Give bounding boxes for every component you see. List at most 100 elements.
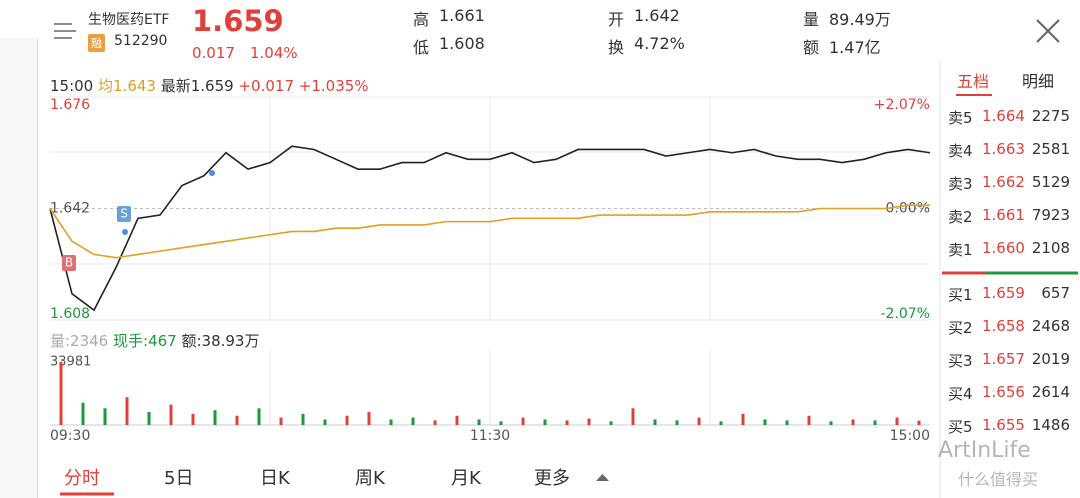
more-arrow: [596, 474, 609, 481]
stat-label: 低: [413, 38, 430, 57]
info-bar: 15:00 均1.643 最新1.659 +0.017 +1.035%: [50, 75, 369, 96]
volume-bar: [829, 421, 833, 425]
book-volume: 2581: [1031, 140, 1070, 158]
watermark: 什么值得买: [958, 470, 1039, 489]
tab[interactable]: 五档: [957, 72, 990, 91]
book-volume: 5129: [1031, 173, 1070, 191]
marker-label: S: [120, 207, 128, 221]
trade-dot: [122, 229, 128, 235]
y-tick-label: 1.608: [50, 306, 90, 322]
x-tick-label: 15:00: [890, 428, 930, 444]
volume-bar: [521, 417, 525, 425]
pct-tick-label: 0.00%: [886, 201, 930, 217]
volume-bar: 量:2346 现手:467 额:38.93万: [50, 330, 259, 351]
book-volume: 2275: [1031, 107, 1070, 125]
stat-value: 4.72%: [634, 34, 685, 53]
stock-name: 生物医药ETF: [88, 12, 170, 28]
stat-value: 1.608: [439, 34, 485, 53]
book-price: 1.658: [982, 317, 1025, 335]
stat-label: 换: [608, 38, 625, 57]
marker-badge: [62, 255, 76, 271]
volume-bar: [147, 412, 151, 425]
tab[interactable]: 周K: [355, 468, 385, 489]
volume-bar: [763, 419, 767, 425]
book-volume: 7923: [1031, 206, 1070, 224]
book-price: 1.656: [982, 383, 1025, 401]
book-label: 卖3: [948, 175, 973, 193]
tab[interactable]: 5日: [164, 468, 194, 489]
book-volume: 2108: [1031, 239, 1070, 257]
volume-bar: [895, 417, 899, 425]
volume-bar: [455, 415, 459, 425]
margin-badge: 融: [88, 34, 105, 52]
tab[interactable]: 更多: [534, 468, 570, 489]
price: 1.659: [192, 4, 284, 38]
change: 0.017: [192, 44, 235, 62]
book-label: 买3: [948, 352, 973, 370]
volume-bar: [851, 419, 855, 425]
volume-bar: [873, 420, 877, 425]
volume-bar: [213, 410, 217, 425]
volume-bar: [543, 419, 547, 425]
volume-bar: [323, 419, 327, 425]
volume-bar: [389, 419, 393, 425]
volume-bar: [609, 421, 613, 425]
stat-label: 额: [803, 38, 820, 57]
book-volume: 1486: [1031, 416, 1070, 434]
volume-bar: [917, 420, 921, 425]
marker-badge: [117, 206, 131, 222]
stat-value: 1.642: [634, 6, 680, 25]
volume-bar: [675, 420, 679, 425]
y-tick-label: 33981: [50, 355, 91, 370]
volume-bar: [785, 420, 789, 425]
book-label: 买1: [948, 286, 973, 304]
latest: 最新1.659: [160, 77, 234, 95]
tab[interactable]: 日K: [260, 468, 290, 489]
tab[interactable]: 分时: [64, 468, 100, 489]
volume-bar: [477, 419, 481, 425]
volume-bar: [81, 402, 85, 425]
stat-value: 1.661: [439, 6, 485, 25]
change: +0.017: [238, 77, 294, 95]
change-pct: 1.04%: [250, 44, 298, 62]
book-price: 1.659: [982, 284, 1025, 302]
volume-bar: [191, 413, 195, 425]
book-volume: 2468: [1031, 317, 1070, 335]
volume-bar: [279, 417, 283, 425]
volume-bar: [631, 408, 635, 425]
tab[interactable]: 月K: [451, 468, 481, 489]
volume-bar: [741, 413, 745, 425]
close-button[interactable]: [1036, 19, 1060, 43]
pct-tick-label: +2.07%: [874, 97, 930, 113]
stat-label: 高: [413, 10, 430, 29]
volume-bar: [411, 417, 415, 425]
book-price: 1.660: [982, 239, 1025, 257]
book-volume: 657: [1041, 284, 1070, 302]
volume-bar: [125, 397, 129, 425]
book-label: 卖4: [948, 142, 973, 160]
volume-bar: [697, 417, 701, 425]
y-tick-label: 1.642: [50, 201, 90, 217]
time: 15:00: [50, 77, 94, 95]
menu-icon[interactable]: [54, 23, 76, 39]
x-tick-label: 11:30: [470, 428, 510, 444]
stat-value: 89.49万: [829, 10, 891, 29]
tab[interactable]: 明细: [1022, 72, 1055, 91]
stock-code: 512290: [114, 33, 168, 49]
volume-bar: [103, 408, 107, 425]
x-tick-label: 09:30: [50, 428, 90, 444]
book-price: 1.655: [982, 416, 1025, 434]
volume-bar: [301, 413, 305, 425]
stat-label: 开: [608, 10, 625, 29]
trade-dot: [209, 170, 215, 176]
book-label: 买2: [948, 319, 973, 337]
volume-bar: [433, 420, 437, 425]
hand: 现手:467: [113, 332, 177, 350]
series-line-avg: [49, 204, 930, 259]
volume-bar: [235, 415, 239, 425]
avg: 均1.643: [98, 77, 156, 95]
series-line-price: [49, 145, 931, 312]
marker-label: B: [65, 256, 73, 270]
book-label: 卖1: [948, 241, 973, 259]
